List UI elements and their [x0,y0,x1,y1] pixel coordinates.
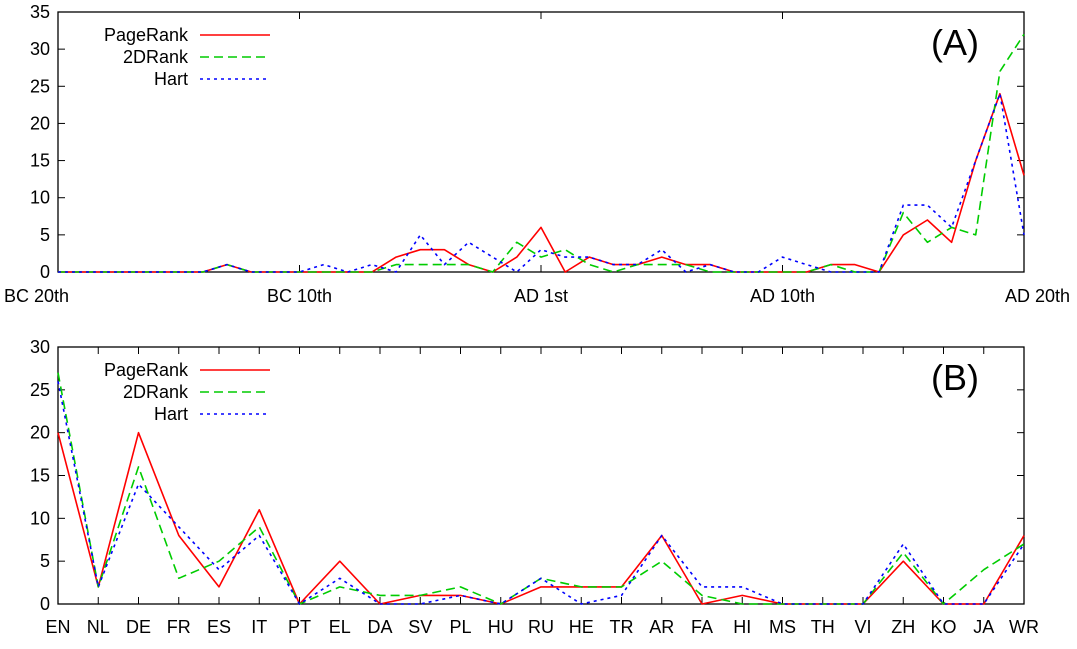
x-tick-label: TR [610,617,634,637]
x-tick-label: KO [930,617,956,637]
legend-label: Hart [154,404,188,424]
y-tick-label: 15 [30,466,50,486]
x-tick-label: RU [528,617,554,637]
y-tick-label: 20 [30,423,50,443]
series-line-2drank [58,33,1025,273]
x-tick-label: DE [126,617,151,637]
x-tick-label: JA [973,617,994,637]
legend-label: 2DRank [123,382,189,402]
x-tick-label: ES [207,617,231,637]
legend-label: 2DRank [123,47,189,67]
panel-label: (B) [931,357,979,398]
y-tick-label: 35 [30,2,50,22]
y-tick-label: 0 [40,594,50,614]
series-line-hart [57,381,1025,605]
x-tick-label: AD 20th [1005,286,1070,306]
x-tick-label: AR [649,617,674,637]
plot-frame [57,11,1025,273]
panel-label: (A) [931,22,979,63]
x-tick-label: HE [569,617,594,637]
y-tick-label: 5 [40,551,50,571]
x-tick-label: WR [1009,617,1039,637]
series-line-pagerank [58,92,1025,273]
x-tick-label: HI [733,617,751,637]
y-tick-label: 25 [30,76,50,96]
x-tick-label: ZH [891,617,915,637]
y-tick-label: 20 [30,113,50,133]
y-tick-label: 10 [30,188,50,208]
x-tick-label: BC 20th [4,286,69,306]
y-tick-label: 30 [30,337,50,357]
x-tick-label: NL [87,617,110,637]
legend-label: Hart [154,69,188,89]
legend-label: PageRank [104,360,189,380]
y-tick-label: 25 [30,380,50,400]
x-tick-label: TH [811,617,835,637]
x-tick-label: IT [251,617,267,637]
x-tick-label: AD 10th [750,286,815,306]
x-tick-label: FA [691,617,713,637]
x-tick-label: BC 10th [267,286,332,306]
x-tick-label: AD 1st [514,286,568,306]
x-tick-label: PT [288,617,311,637]
x-tick-label: EL [329,617,351,637]
x-tick-label: DA [367,617,392,637]
y-tick-label: 10 [30,508,50,528]
y-tick-label: 0 [40,262,50,282]
series-line-2drank [57,372,1025,605]
x-tick-label: FR [167,617,191,637]
y-tick-label: 5 [40,225,50,245]
x-tick-label: PL [449,617,471,637]
x-tick-label: SV [408,617,432,637]
series-line-hart [58,92,1025,273]
y-tick-label: 30 [30,39,50,59]
legend-label: PageRank [104,25,189,45]
x-tick-label: VI [854,617,871,637]
y-tick-label: 15 [30,151,50,171]
x-tick-label: MS [769,617,796,637]
x-tick-label: HU [488,617,514,637]
x-tick-label: EN [45,617,70,637]
